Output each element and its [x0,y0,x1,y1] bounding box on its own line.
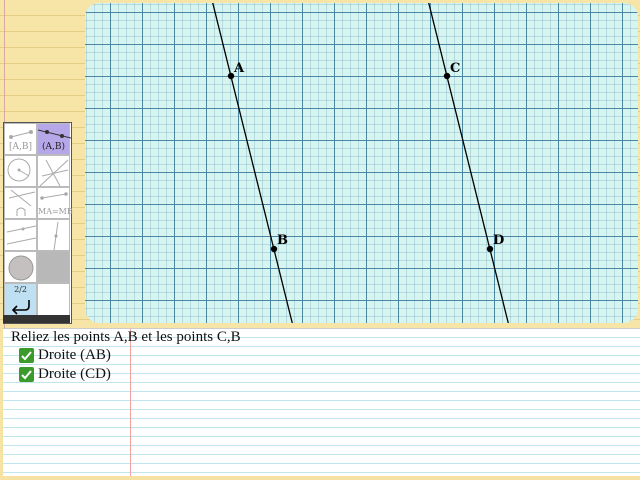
parallel-tool[interactable] [4,219,37,251]
color-tool[interactable] [37,251,70,283]
task-label: Droite (AB) [38,347,111,363]
task-item: Droite (AB) [19,347,111,364]
point-c-label: C [450,61,460,76]
parallel-icon [6,225,37,245]
tool-palette: [A,B] (A,B) MA= [3,122,73,324]
line-icon [38,129,71,139]
segment-tool-label: [A,B] [9,142,32,152]
task-item: Droite (CD) [19,366,111,383]
point-d[interactable] [486,245,494,253]
perpendicular-icon [39,159,69,187]
fill-tool[interactable] [4,251,37,283]
intersection-icon [8,189,36,216]
geometry-figure: A B C D [212,3,509,323]
line-ab[interactable] [212,3,293,323]
point-b[interactable] [270,245,278,253]
page-indicator: 2/2 [14,285,27,294]
midpoint-icon [40,192,68,200]
point-d-label: D [493,233,504,248]
segment-icon [9,130,33,139]
point-a-label: A [233,61,245,76]
point-on-object-tool[interactable] [37,219,70,251]
check-icon [19,367,34,382]
circle-tool[interactable] [4,155,37,187]
filled-circle-icon [8,255,34,281]
point-b-label: B [277,233,288,248]
segment-tool[interactable]: [A,B] [4,123,37,155]
lower-margin-line [130,329,131,476]
perpendicular-tool[interactable] [37,155,70,187]
check-icon [19,348,34,363]
undo-button[interactable]: 2/2 [4,283,37,316]
point-a[interactable] [227,72,235,80]
instruction-text: Reliez les points A,B et les points C,B [11,329,241,345]
midpoint-tool-label: MA=MB [38,207,73,216]
toolbar-footer [3,315,70,323]
instructions-panel: Reliez les points A,B et les points C,B … [3,328,640,476]
midpoint-tool[interactable]: MA=MB [37,187,73,219]
line-tool[interactable]: (A,B) [37,123,71,155]
line-cd[interactable] [428,3,509,323]
point-on-line-icon [53,221,59,251]
circle-icon [7,158,31,182]
empty-tool-slot [37,283,70,316]
intersection-tool[interactable] [4,187,37,219]
point-c[interactable] [443,72,451,80]
task-label: Droite (CD) [38,366,111,382]
undo-arrow-icon [11,300,30,315]
line-tool-label: (A,B) [42,142,65,152]
drawing-canvas[interactable]: A B C D [85,3,638,323]
